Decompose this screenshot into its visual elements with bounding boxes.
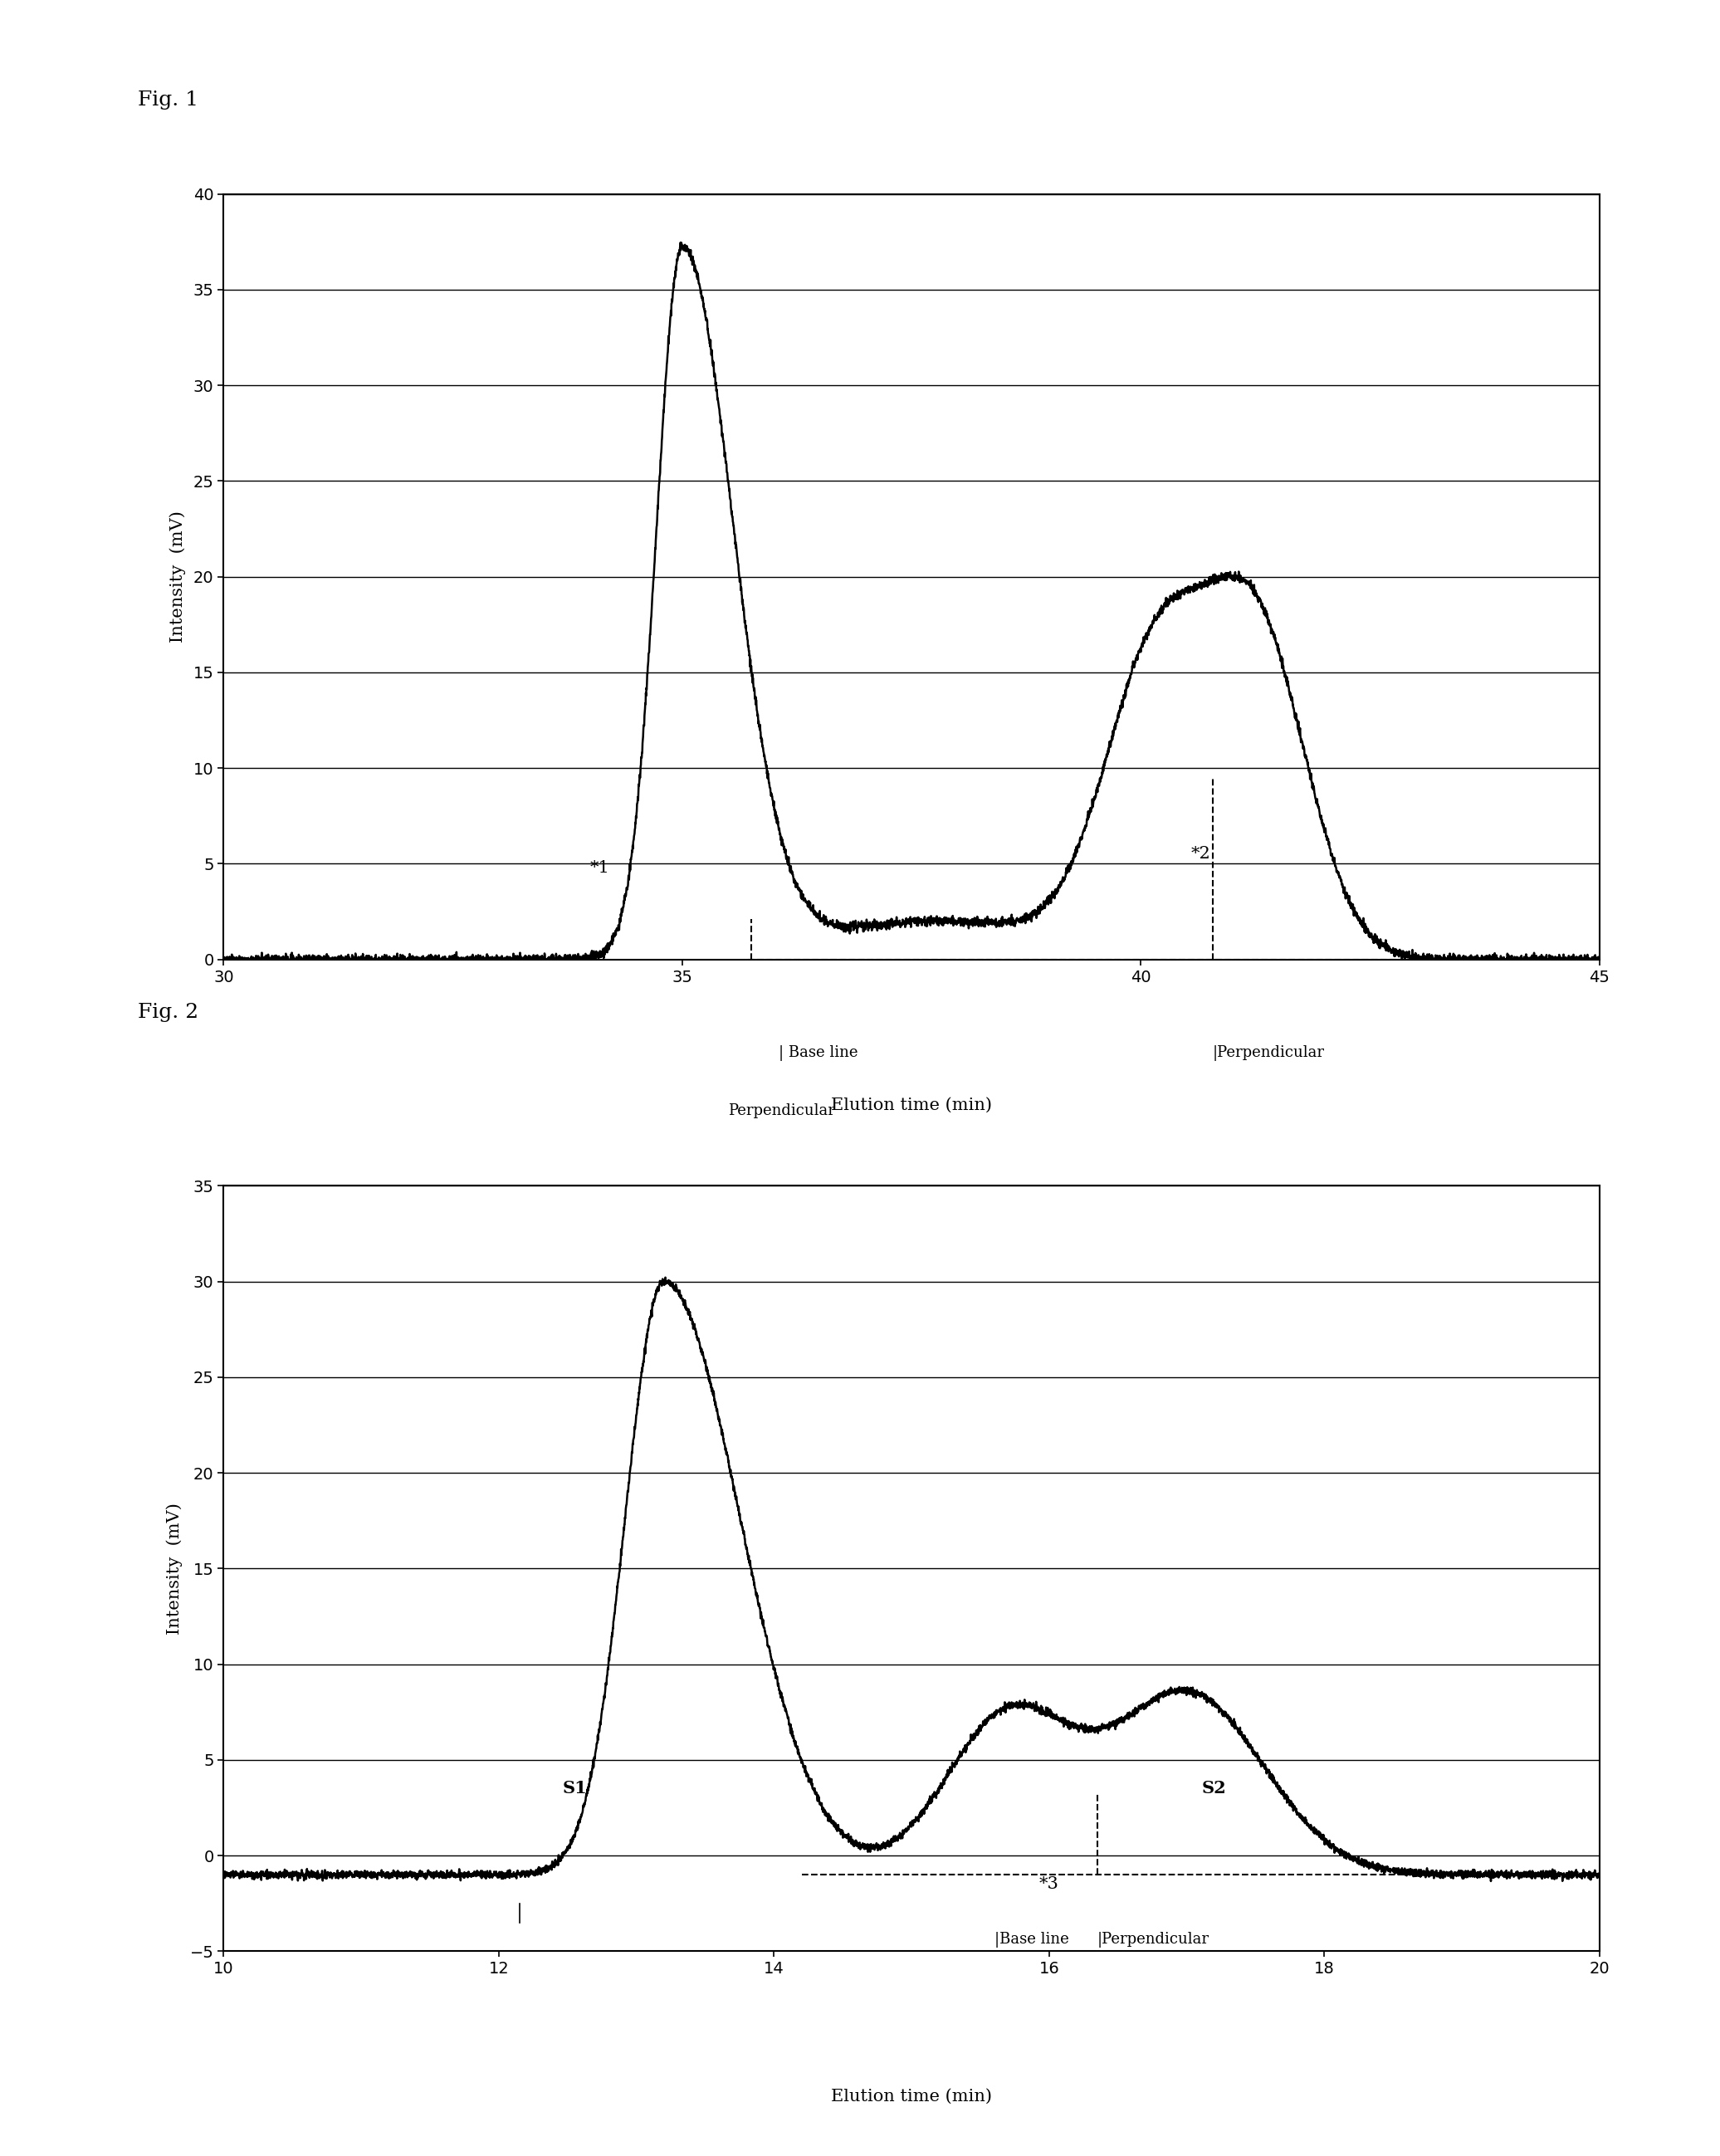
Text: *3: *3 (1039, 1876, 1060, 1893)
Y-axis label: Intensity  (mV): Intensity (mV) (170, 511, 186, 642)
Text: |Perpendicular: |Perpendicular (1213, 1046, 1324, 1061)
Text: Fig. 1: Fig. 1 (138, 91, 198, 110)
Text: Elution time (min): Elution time (min) (831, 2089, 992, 2104)
Text: Fig. 2: Fig. 2 (138, 1003, 198, 1022)
Text: |Perpendicular: |Perpendicular (1097, 1932, 1209, 1947)
Y-axis label: Intensity  (mV): Intensity (mV) (167, 1503, 182, 1634)
Text: *2: *2 (1190, 847, 1211, 862)
Text: S2: S2 (1202, 1781, 1226, 1796)
Text: S1: S1 (562, 1781, 587, 1796)
Text: | Base line: | Base line (779, 1046, 858, 1061)
Text: Perpendicular: Perpendicular (728, 1104, 836, 1117)
Text: *1: *1 (590, 860, 609, 875)
Text: Elution time (min): Elution time (min) (831, 1097, 992, 1112)
Text: |Base line: |Base line (994, 1932, 1068, 1947)
